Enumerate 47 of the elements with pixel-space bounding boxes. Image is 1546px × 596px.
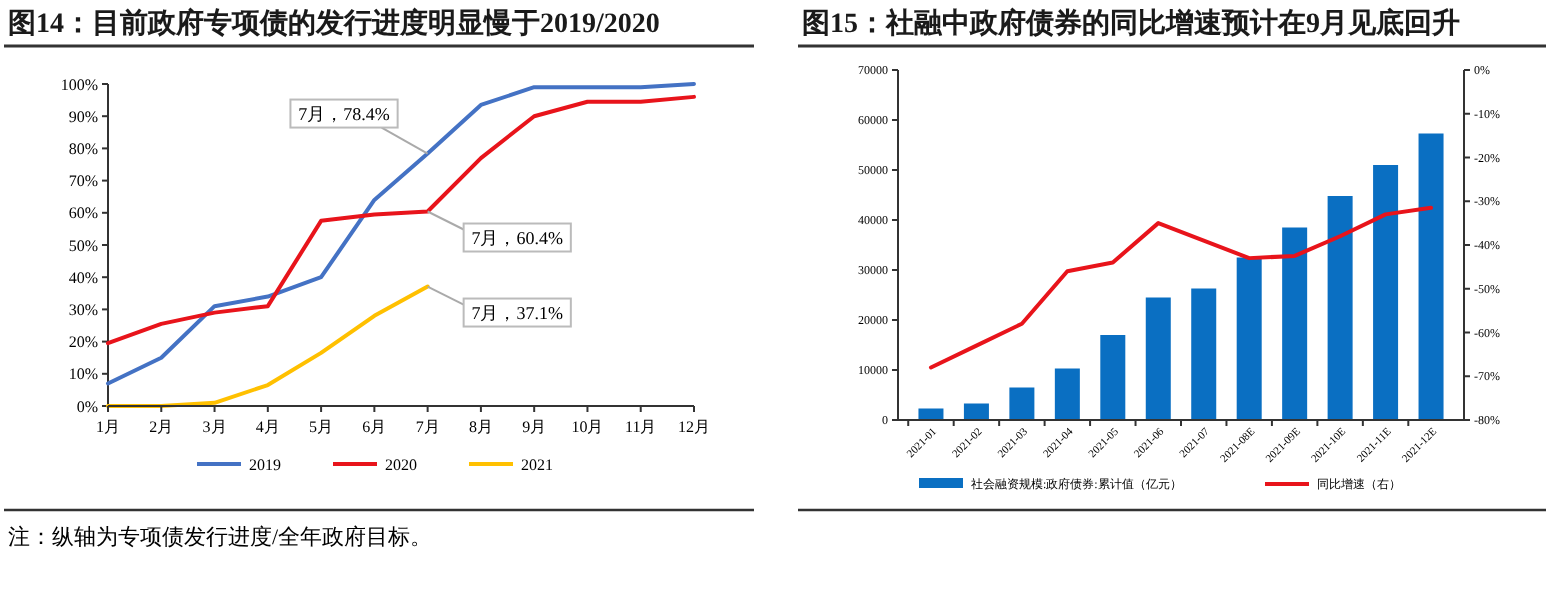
x-tick-label: 4月	[255, 418, 280, 436]
x-tick-label: 7月	[415, 418, 440, 436]
legend-label: 2020	[385, 455, 417, 474]
y-tick-label: 90%	[68, 107, 99, 126]
x-tick-label: 11月	[625, 418, 657, 436]
line-series	[106, 82, 696, 386]
y-tick-label: 60%	[68, 204, 99, 223]
y-tick-label: 40%	[68, 268, 99, 287]
x-tick-label: 1月	[96, 418, 120, 436]
annotation: 7月，37.1%	[471, 302, 564, 323]
bar	[1100, 335, 1126, 420]
y-tick-label: 30%	[68, 301, 99, 319]
y-tick-label: 70%	[68, 172, 99, 191]
y-tick-label: 80%	[68, 140, 99, 158]
bar	[1327, 196, 1353, 420]
y-tick-label: 100%	[60, 75, 99, 94]
bar	[1009, 387, 1035, 420]
chart-title: 图15：社融中政府债券的同比增速预计在9月见底回升	[802, 6, 1460, 40]
line-series	[106, 284, 430, 408]
annotation: 7月，78.4%	[298, 103, 391, 124]
y-tick-label: 10%	[68, 365, 99, 384]
bar	[1191, 288, 1217, 420]
line-series	[106, 94, 696, 346]
y-tick-label: 50%	[68, 236, 99, 255]
bar	[1373, 165, 1399, 420]
x-tick-label: 8月	[468, 418, 493, 436]
x-tick-label: 10月	[571, 418, 604, 436]
y-tick-label: 0%	[76, 397, 99, 416]
x-tick-label: 3月	[202, 418, 227, 436]
bar	[1145, 297, 1171, 420]
legend-label: 2019	[249, 455, 281, 474]
x-tick-label: 12月	[678, 418, 710, 436]
legend-label: 2021	[521, 455, 553, 474]
bar	[1282, 227, 1308, 420]
text: 注：纵轴为专项债发行进度/全年政府目标。	[8, 524, 433, 550]
x-tick-label: 9月	[522, 418, 547, 436]
chart-title: 图14：目前政府专项债的发行进度明显慢于2019/2020	[8, 6, 660, 40]
bar	[1418, 133, 1444, 420]
bar	[1054, 368, 1080, 420]
y-tick-label: 20%	[68, 333, 99, 352]
x-tick-label: 6月	[362, 418, 387, 436]
bar	[1236, 257, 1262, 420]
bar	[963, 403, 989, 420]
annotation: 7月，60.4%	[471, 227, 564, 248]
x-tick-label: 2月	[149, 418, 174, 436]
x-tick-label: 5月	[309, 418, 334, 436]
line-series	[928, 205, 1434, 370]
